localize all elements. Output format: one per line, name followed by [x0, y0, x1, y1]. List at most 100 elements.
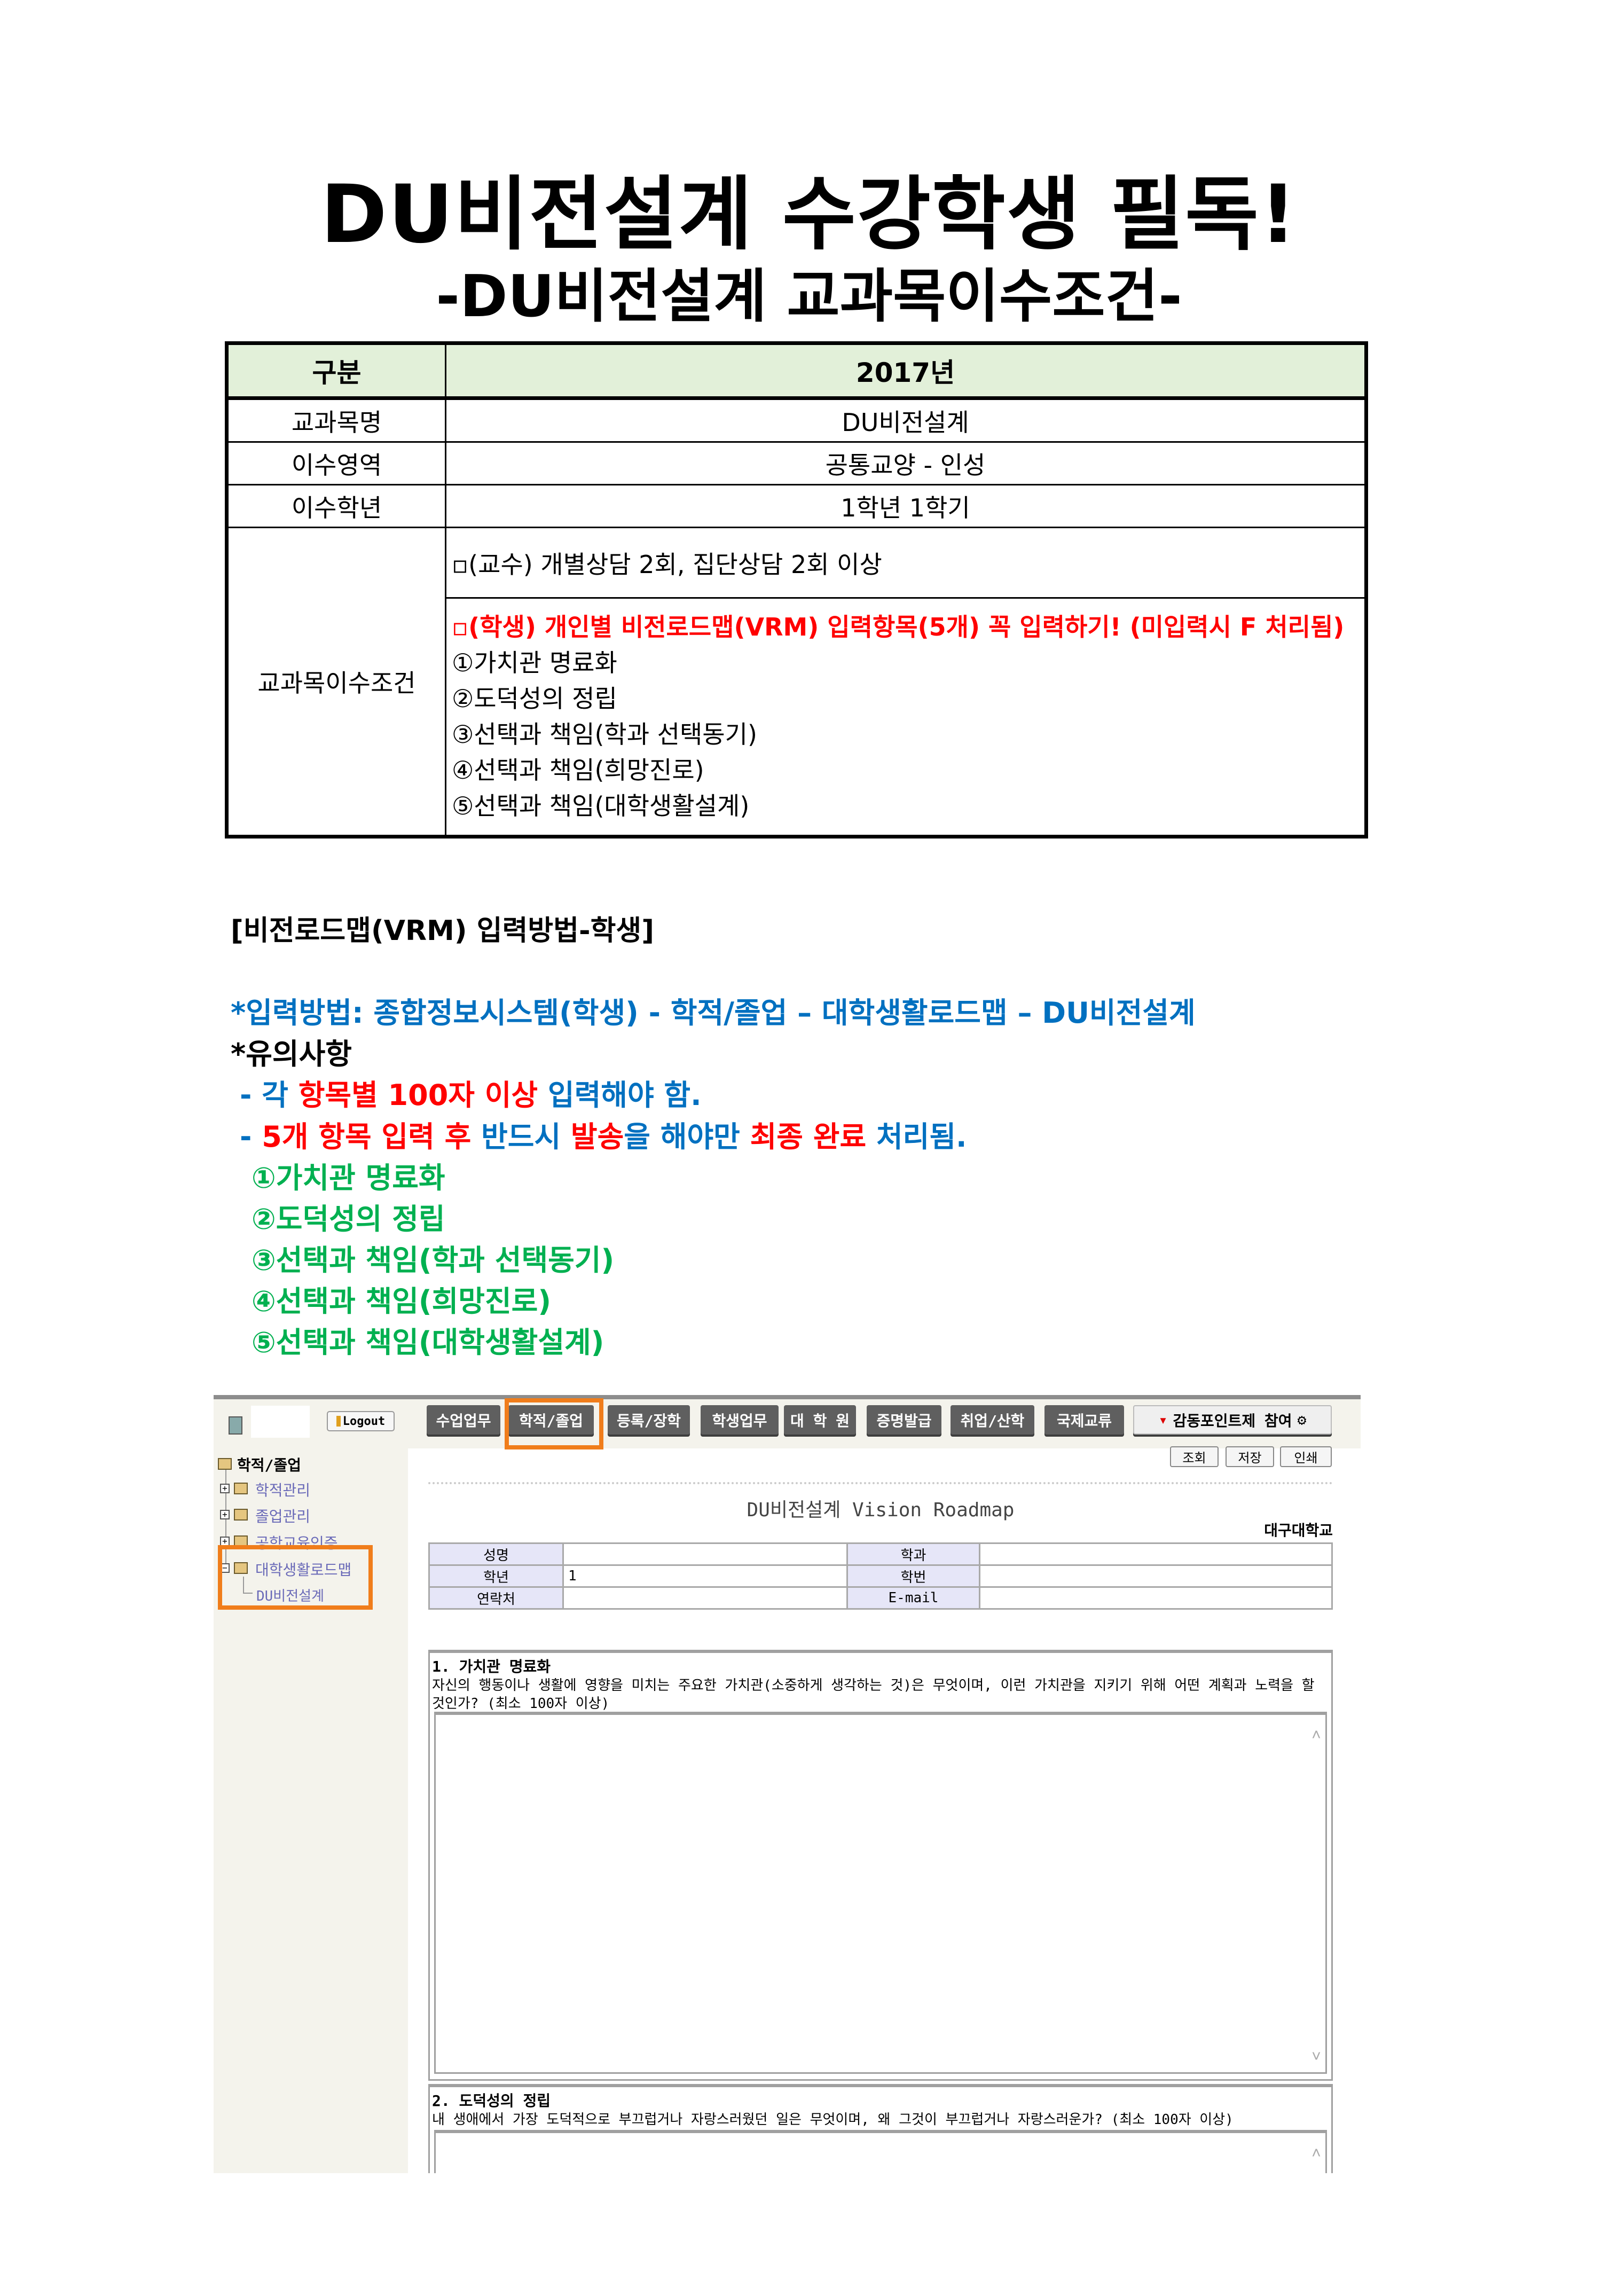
note-segment: 최종 완료	[750, 1120, 867, 1154]
vrm-item: ④선택과 책임(희망진로)	[252, 1284, 551, 1318]
note-segment: -	[240, 1120, 262, 1154]
search-button[interactable]: 조회	[1170, 1446, 1219, 1467]
note-segment: 5개 항목 입력 후	[262, 1120, 472, 1154]
condition-item: ⑤선택과 책임(대학생활설계)	[452, 792, 750, 820]
note-segment: 반드시	[471, 1120, 571, 1154]
student-condition-cell: ▫(학생) 개인별 비전로드맵(VRM) 입력항목(5개) 꼭 입력하기! (미…	[445, 597, 1367, 837]
header-year: 2017년	[445, 342, 1367, 400]
user-box	[251, 1406, 310, 1438]
label-email: E-mail	[846, 1586, 980, 1610]
condition-item: ④선택과 책임(희망진로)	[452, 756, 704, 785]
expand-icon[interactable]: +	[220, 1484, 230, 1493]
sidebar-root[interactable]: 학적/졸업	[237, 1456, 301, 1474]
app-icon	[229, 1416, 242, 1435]
section-title: 1. 가치관 명료화	[432, 1658, 551, 1675]
logout-label: Logout	[342, 1414, 386, 1428]
label-dept: 학과	[846, 1542, 980, 1566]
nav-button[interactable]: 등록/장학	[608, 1405, 690, 1435]
nav-button[interactable]: 대 학 원	[784, 1405, 856, 1435]
note-segment: 발송	[570, 1120, 624, 1154]
tree-line	[243, 1577, 253, 1594]
label-contact: 연락처	[428, 1586, 564, 1610]
condition-item: ②도덕성의 정립	[452, 684, 617, 713]
sidebar-item[interactable]: 학적관리	[255, 1482, 311, 1499]
value-name	[562, 1542, 848, 1566]
row-label: 교과목명	[226, 397, 446, 443]
condition-item: ①가치관 명료화	[452, 648, 617, 677]
note-1: - 각 항목별 100자 이상 입력해야 함.	[240, 1071, 702, 1114]
table-row: 교과목이수조건 ▫(교수) 개별상담 2회, 집단상담 2회 이상	[226, 527, 1367, 837]
row-value: 공통교양 - 인성	[445, 441, 1367, 485]
note-segment: - 각	[240, 1078, 299, 1112]
row-label: 이수영역	[226, 441, 446, 485]
system-screenshot: Logout 수업업무 학적/졸업 등록/장학 학생업무 대 학 원 증명발급 …	[214, 1395, 1361, 2173]
sidebar-item[interactable]: 졸업관리	[255, 1508, 311, 1525]
scroll-up-icon[interactable]: ˄	[1311, 1726, 1321, 1744]
folder-open-icon	[234, 1562, 248, 1574]
header-category: 구분	[226, 342, 446, 400]
value-dept	[979, 1542, 1333, 1566]
sidebar-item-du-vision[interactable]: DU비전설계	[256, 1588, 324, 1604]
page-title: DU비전설계 Vision Roadmap	[747, 1499, 1015, 1521]
student-info-table: 성명 학과 학년 1 학번 연락처 E-mail	[428, 1542, 1333, 1610]
note-segment: 처리됨.	[866, 1120, 967, 1154]
nav-button[interactable]: 학생업무	[701, 1405, 779, 1435]
vrm-item: ③선택과 책임(학과 선택동기)	[252, 1243, 615, 1277]
document-subtitle: -DU비전설계 교과목이수조건-	[436, 263, 1182, 330]
vrm-item: ①가치관 명료화	[252, 1161, 445, 1195]
point-participation-button[interactable]: ▾ 감동포인트제 참여 ⚙	[1133, 1405, 1332, 1435]
point-participation-label: 감동포인트제 참여	[1173, 1412, 1292, 1430]
nav-button[interactable]: 증명발급	[867, 1405, 941, 1435]
nav-button[interactable]: 수업업무	[427, 1405, 500, 1435]
collapse-icon[interactable]: −	[220, 1563, 230, 1573]
highlight-box	[218, 1545, 373, 1610]
notes-heading: *유의사항	[231, 1037, 352, 1071]
student-condition: ▫(학생) 개인별 비전로드맵(VRM) 입력항목(5개) 꼭 입력하기! (미…	[452, 613, 1345, 641]
vrm-item: ②도덕성의 정립	[252, 1202, 445, 1236]
nav-button[interactable]: 국제교류	[1044, 1405, 1124, 1435]
gear-icon: ⚙	[1297, 1411, 1307, 1429]
note-segment: 을 해야만	[624, 1120, 750, 1154]
table-row: 성명 학과	[428, 1542, 1333, 1566]
section-description: 자신의 행동이나 생활에 영향을 미치는 주요한 가치관(소중하게 생각하는 것…	[432, 1678, 1315, 1712]
row-value: DU비전설계	[445, 397, 1367, 443]
section-values: 1. 가치관 명료화 자신의 행동이나 생활에 영향을 미치는 주요한 가치관(…	[428, 1650, 1333, 2081]
scroll-down-icon[interactable]: ˅	[1311, 2047, 1321, 2066]
instructions-heading: [비전로드맵(VRM) 입력방법-학생]	[231, 915, 655, 947]
values-textarea[interactable]: ˄ ˅	[434, 1712, 1327, 2074]
value-student-id	[979, 1564, 1333, 1588]
condition-item: ③선택과 책임(학과 선택동기)	[452, 720, 757, 749]
nav-button-academic[interactable]: 학적/졸업	[508, 1405, 594, 1435]
tree-line	[225, 1470, 226, 1571]
lock-icon	[336, 1416, 341, 1427]
save-button[interactable]: 저장	[1226, 1446, 1274, 1467]
section-description: 내 생애에서 가장 도덕적으로 부끄럽거나 자랑스러웠던 일은 무엇이며, 왜 …	[432, 2112, 1234, 2128]
document-title: DU비전설계 수강학생 필독!	[320, 168, 1298, 261]
table-row: 이수영역 공통교양 - 인성	[226, 441, 1367, 485]
note-segment: 입력해야 함.	[538, 1078, 702, 1112]
value-contact	[562, 1586, 848, 1610]
row-value: 1학년 1학기	[445, 484, 1367, 528]
sidebar-item-roadmap[interactable]: 대학생활로드맵	[255, 1561, 352, 1579]
label-name: 성명	[428, 1542, 564, 1566]
note-2: - 5개 항목 입력 후 반드시 발송을 해야만 최종 완료 처리됨.	[240, 1113, 967, 1155]
table-header-row: 구분 2017년	[226, 342, 1367, 400]
logout-button[interactable]: Logout	[327, 1411, 395, 1431]
morality-textarea[interactable]: ˄	[434, 2130, 1327, 2173]
scroll-up-icon[interactable]: ˄	[1311, 2144, 1321, 2162]
table-row: 연락처 E-mail	[428, 1586, 1333, 1610]
vrm-item: ⑤선택과 책임(대학생활설계)	[252, 1326, 604, 1359]
input-method: *입력방법: 종합정보시스템(학생) - 학적/졸업 – 대학생활로드맵 – D…	[231, 996, 1196, 1030]
expand-icon[interactable]: +	[220, 1510, 230, 1519]
requirements-table: 구분 2017년 교과목명 DU비전설계 이수영역 공통교양 - 인성 이수학년…	[225, 341, 1368, 839]
table-row: 이수학년 1학년 1학기	[226, 484, 1367, 528]
value-grade: 1	[562, 1564, 848, 1588]
table-row: 학년 1 학번	[428, 1564, 1333, 1588]
print-button[interactable]: 인쇄	[1280, 1446, 1332, 1467]
table-row: ▫(학생) 개인별 비전로드맵(VRM) 입력항목(5개) 꼭 입력하기! (미…	[227, 597, 1367, 837]
label-student-id: 학번	[846, 1564, 980, 1588]
condition-label: 교과목이수조건	[226, 527, 446, 837]
folder-icon	[234, 1509, 248, 1521]
value-email	[979, 1586, 1333, 1610]
nav-button[interactable]: 취업/산학	[951, 1405, 1034, 1435]
